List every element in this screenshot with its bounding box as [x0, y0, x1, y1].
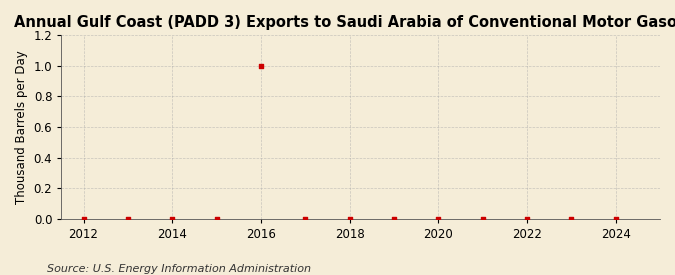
Point: [78, 216, 89, 221]
Y-axis label: Thousand Barrels per Day: Thousand Barrels per Day: [15, 50, 28, 204]
Point: [167, 216, 178, 221]
Title: Annual Gulf Coast (PADD 3) Exports to Saudi Arabia of Conventional Motor Gasolin: Annual Gulf Coast (PADD 3) Exports to Sa…: [14, 15, 675, 30]
Point: [211, 216, 222, 221]
Point: [477, 216, 488, 221]
Point: [122, 216, 133, 221]
Point: [344, 216, 355, 221]
Point: [566, 216, 576, 221]
Point: [610, 216, 621, 221]
Text: Source: U.S. Energy Information Administration: Source: U.S. Energy Information Administ…: [47, 264, 311, 274]
Point: [300, 216, 310, 221]
Point: [256, 64, 267, 68]
Point: [522, 216, 533, 221]
Point: [389, 216, 400, 221]
Point: [433, 216, 443, 221]
